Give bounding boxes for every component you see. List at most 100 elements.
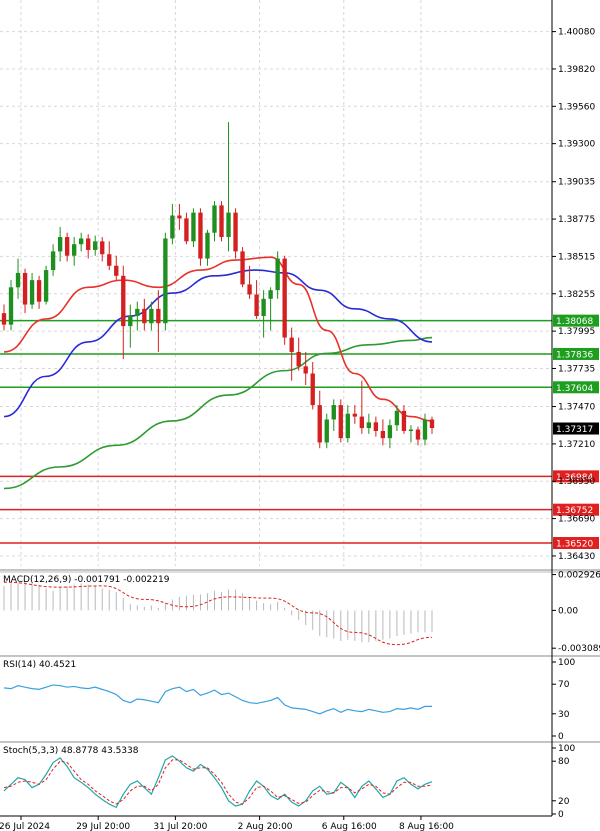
candle-body <box>86 238 91 250</box>
candle-body <box>324 419 329 443</box>
rsi-tick-label: 70 <box>558 680 570 690</box>
candle-body <box>296 351 301 367</box>
price-tick-label: 1.36430 <box>558 552 595 562</box>
price-tick-label: 1.36690 <box>558 515 595 525</box>
candle-body <box>1 313 7 325</box>
candle-body <box>275 258 280 291</box>
candle-body <box>114 265 119 276</box>
candle-body <box>135 308 140 317</box>
current-price-label: 1.37317 <box>556 425 593 435</box>
level-tag <box>553 537 599 550</box>
candle-body <box>170 215 175 239</box>
price-tick-label: 1.37735 <box>558 364 595 374</box>
stoch-label: Stoch(5,3,3) 48.8778 43.5338 <box>3 746 139 756</box>
candle-body <box>128 316 133 327</box>
candle-body <box>240 251 245 285</box>
price-tick-label: 1.37995 <box>558 327 595 337</box>
support-resistance-levels: 1.38068 1.37836 1.37604 1.36984 1.36752 1.365… <box>0 314 599 550</box>
candle-body <box>380 430 386 439</box>
candle-body <box>43 270 49 302</box>
price-tick-label: 1.39820 <box>558 65 595 75</box>
candle-body <box>226 212 231 238</box>
level-tag <box>553 470 599 483</box>
stoch-tick-label: 100 <box>558 744 575 754</box>
candle-body <box>198 212 203 259</box>
rsi-line <box>3 684 432 715</box>
level-label: 1.38068 <box>556 317 593 327</box>
candle-body <box>254 294 259 317</box>
candle-body <box>233 212 238 252</box>
rsi-tick-label: 100 <box>558 658 575 668</box>
price-axis: 1.40080 1.39820 1.39560 1.39300 1.39035 1.387… <box>552 28 595 562</box>
candlesticks <box>1 122 435 449</box>
candle-body <box>93 241 98 250</box>
candle-body <box>184 218 189 242</box>
level-label: 1.36752 <box>556 506 593 516</box>
stoch-tick-label: 80 <box>558 757 570 767</box>
candle-body <box>408 429 414 431</box>
candle-body <box>142 308 147 324</box>
candle-body <box>429 419 435 429</box>
x-tick-label: 31 Jul 20:00 <box>153 822 207 831</box>
candle-body <box>310 373 315 406</box>
price-tick-label: 1.37470 <box>558 403 595 413</box>
macd-tick-label: -0.003089 <box>558 644 600 654</box>
candle-body <box>373 422 379 431</box>
candle-body <box>156 308 161 324</box>
price-gridlines <box>0 0 552 566</box>
x-tick-label: 8 Aug 16:00 <box>399 822 454 831</box>
macd-label: MACD(12,26,9) -0.001791 -0.002219 <box>3 575 170 585</box>
candle-body <box>107 254 112 266</box>
candle-body <box>338 405 343 439</box>
level-tag <box>553 503 599 516</box>
price-tick-label: 1.39560 <box>558 102 595 112</box>
level-label: 1.36520 <box>556 540 593 550</box>
price-tick-label: 1.40080 <box>558 28 595 38</box>
rsi-pane: 100 70 30 0 RSI(14) 40.4521 <box>0 655 600 742</box>
price-tick-label: 1.38515 <box>558 252 595 262</box>
candle-body <box>387 425 393 439</box>
level-label: 1.36984 <box>556 473 593 483</box>
candle-body <box>100 241 105 255</box>
ma-mid-line <box>3 269 433 418</box>
candle-body <box>50 251 56 271</box>
candle-body <box>345 413 350 439</box>
candle-body <box>401 410 407 431</box>
candle-body <box>64 237 70 256</box>
macd-tick-label: 0.002926 <box>558 571 600 581</box>
price-tick-label: 1.36950 <box>558 477 595 487</box>
candle-body <box>57 237 63 252</box>
ma-slow-line <box>3 336 433 490</box>
candle-body <box>177 215 182 219</box>
candle-body <box>29 280 35 305</box>
rsi-tick-label: 30 <box>558 710 570 720</box>
level-tag <box>553 381 599 394</box>
moving-averages <box>3 256 433 490</box>
candle-body <box>352 413 357 417</box>
candle-body <box>366 422 372 429</box>
candle-body <box>394 410 400 426</box>
candle-body <box>212 205 217 233</box>
rsi-tick-label: 0 <box>558 732 564 742</box>
candle-body <box>15 272 21 288</box>
candle-body <box>422 419 428 440</box>
level-tag <box>553 314 599 327</box>
level-tag <box>553 347 599 360</box>
price-tick-label: 1.37210 <box>558 440 595 450</box>
candle-body <box>163 238 168 324</box>
candle-body <box>261 298 266 317</box>
x-tick-label: 29 Jul 20:00 <box>76 822 130 831</box>
candle-body <box>36 280 42 302</box>
candle-body <box>8 287 14 325</box>
x-tick-label: 26 Jul 2024 <box>0 822 50 831</box>
candle-body <box>71 244 77 256</box>
current-price-tag <box>553 422 599 435</box>
candle-body <box>247 284 252 295</box>
macd-tick-label: 0.00 <box>558 606 578 616</box>
candle-body <box>79 238 84 245</box>
candle-body <box>415 429 421 440</box>
macd-pane: 0.002926 0.00 -0.003089 MACD(12,26,9) -0.0… <box>0 569 600 654</box>
price-pane: 1.38068 1.37836 1.37604 1.36984 1.36752 1.365… <box>0 0 599 566</box>
stoch-k-line <box>3 755 433 809</box>
